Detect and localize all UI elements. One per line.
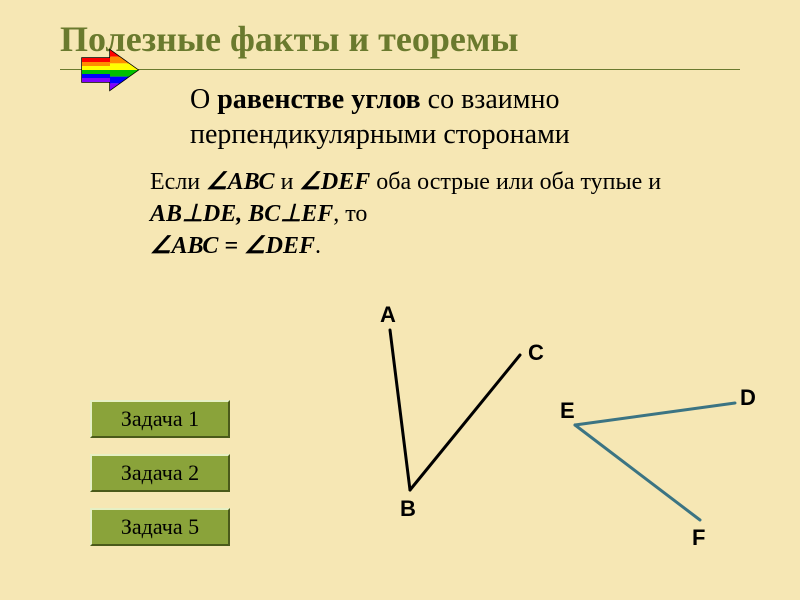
point-label-F: F [692,525,705,551]
angle-symbol: ∠ [206,168,228,195]
theorem-de-bc: DE, BC [203,201,280,227]
task-buttons: Задача 1 Задача 2 Задача 5 [90,400,230,546]
theorem-dot: . [315,233,321,259]
theorem-frag: , то [333,201,367,227]
task-button-2[interactable]: Задача 2 [90,454,230,492]
theorem-frag: Если [150,169,206,195]
point-label-D: D [740,385,756,411]
theorem-frag: и [275,169,300,195]
divider-line [60,69,740,70]
subtitle-bold: равенстве углов [217,84,420,115]
rainbow-arrow-icon [80,48,140,92]
angle-diagram: A B C D E F [330,300,770,580]
point-label-B: B [400,496,416,522]
point-label-C: C [528,340,544,366]
theorem-ab: AB [150,201,182,227]
task-button-label: Задача 5 [121,514,199,540]
slide: Полезные факты и теоремы О равенстве угл… [0,0,800,600]
theorem-def: DEF [321,169,370,195]
point-label-A: A [380,302,396,328]
task-button-label: Задача 2 [121,460,199,486]
theorem-text: Если ∠АВС и ∠DEF оба острые или оба тупы… [150,166,740,263]
angle-symbol: ∠ [150,232,172,259]
theorem-abc2: АВС [172,233,219,259]
angle-symbol: ∠ [299,168,321,195]
perp-symbol: ⊥ [182,200,203,227]
theorem-abc: АВС [228,169,275,195]
subtitle: О равенстве углов со взаимно перпендикул… [190,82,740,152]
theorem-frag: оба острые или оба тупые и [370,169,661,195]
theorem-ef: EF [301,201,333,227]
task-button-3[interactable]: Задача 5 [90,508,230,546]
subtitle-lead: О [190,84,217,115]
point-label-E: E [560,398,575,424]
theorem-def2: DEF [266,233,315,259]
angle-symbol: ∠ [244,232,266,259]
task-button-label: Задача 1 [121,406,199,432]
page-title: Полезные факты и теоремы [60,20,740,60]
theorem-eq: = [218,233,244,259]
divider [60,68,740,70]
task-button-1[interactable]: Задача 1 [90,400,230,438]
perp-symbol: ⊥ [280,200,301,227]
